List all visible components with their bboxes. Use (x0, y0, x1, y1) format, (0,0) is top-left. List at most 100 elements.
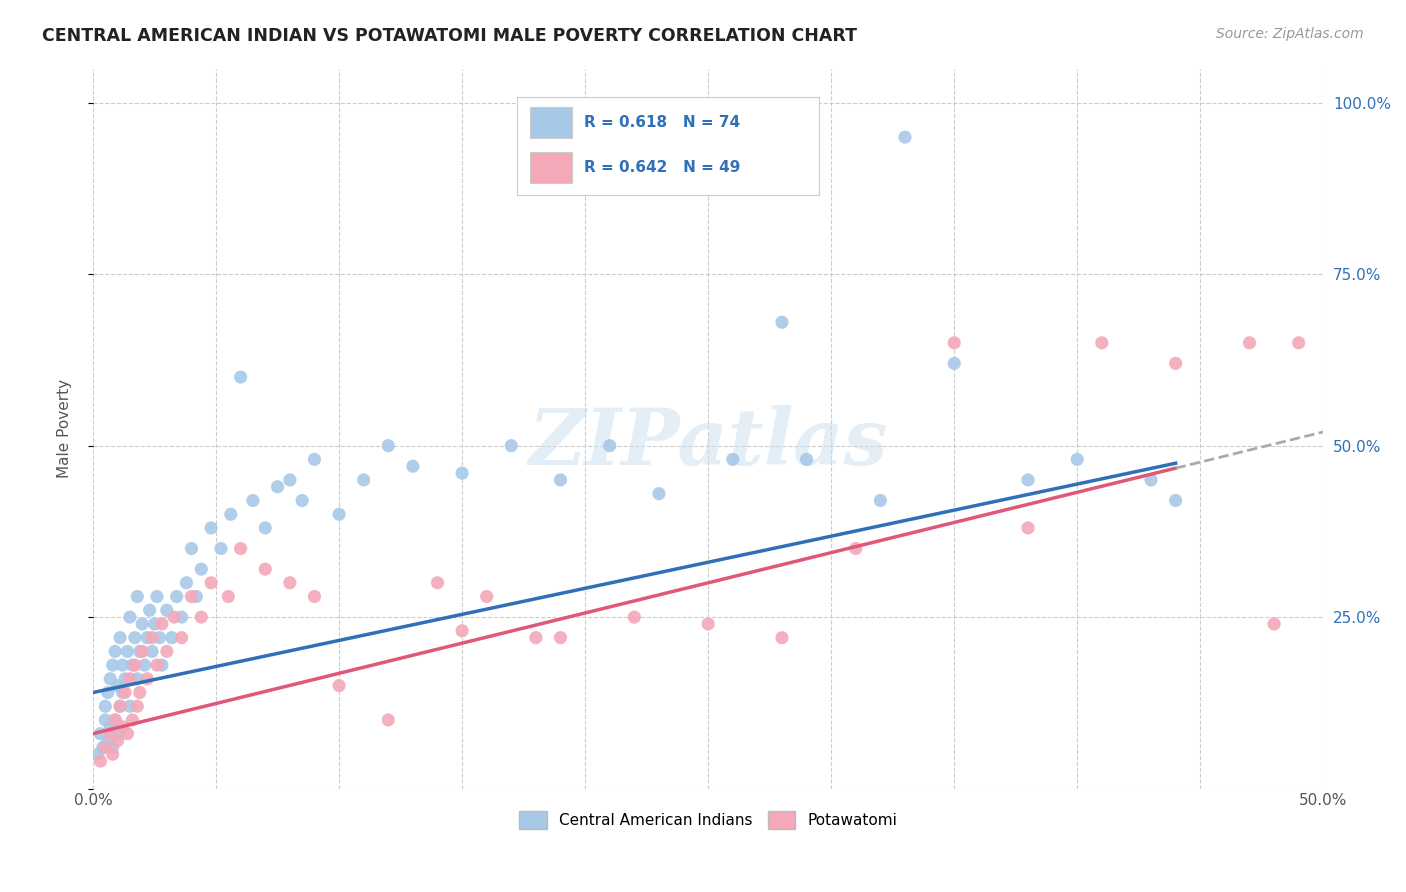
Point (304, 590, 326, 604)
Text: CENTRAL AMERICAN INDIAN VS POTAWATOMI MALE POVERTY CORRELATION CHART: CENTRAL AMERICAN INDIAN VS POTAWATOMI MA… (42, 27, 858, 45)
Point (117, 644, 139, 658)
Legend: Central American Indians, Potawatomi: Central American Indians, Potawatomi (513, 805, 903, 835)
Point (136, 672, 159, 686)
Point (648, 486, 671, 500)
Point (1164, 493, 1187, 508)
Point (136, 631, 159, 645)
Point (160, 631, 183, 645)
Point (796, 452, 818, 467)
Point (124, 631, 146, 645)
Point (1239, 335, 1261, 350)
Point (943, 335, 966, 350)
Point (89, 754, 111, 768)
Point (87, 747, 110, 762)
Point (501, 439, 523, 453)
Point (108, 631, 131, 645)
Point (599, 439, 621, 453)
Point (114, 685, 136, 699)
Point (200, 575, 222, 590)
Point (118, 672, 141, 686)
Point (128, 685, 150, 699)
Point (254, 562, 277, 576)
Point (111, 720, 134, 734)
Point (291, 493, 314, 508)
Point (127, 590, 149, 604)
Point (104, 713, 127, 727)
Point (121, 713, 143, 727)
Point (894, 130, 917, 145)
Point (104, 713, 127, 727)
Point (845, 541, 868, 556)
Point (141, 644, 163, 658)
Point (170, 631, 193, 645)
Point (190, 610, 212, 624)
Point (1164, 356, 1187, 370)
Point (524, 631, 547, 645)
Point (1288, 335, 1310, 350)
Text: Source: ZipAtlas.com: Source: ZipAtlas.com (1216, 27, 1364, 41)
Point (131, 644, 153, 658)
Point (118, 610, 141, 624)
Point (148, 631, 170, 645)
Point (209, 541, 232, 556)
Point (127, 672, 149, 686)
Y-axis label: Male Poverty: Male Poverty (58, 379, 72, 478)
Point (377, 439, 399, 453)
Point (1091, 335, 1114, 350)
Point (770, 315, 793, 329)
Point (107, 733, 129, 747)
Point (98, 720, 121, 734)
Text: ZIPatlas: ZIPatlas (529, 405, 887, 481)
Point (377, 713, 399, 727)
Point (111, 685, 134, 699)
Point (166, 590, 188, 604)
Point (101, 747, 124, 762)
Point (353, 473, 375, 487)
Point (550, 631, 572, 645)
Point (146, 658, 169, 673)
Point (101, 740, 124, 755)
Point (98, 672, 121, 686)
Point (108, 699, 131, 714)
Point (697, 616, 720, 631)
Point (1140, 473, 1163, 487)
Point (328, 507, 350, 521)
Point (128, 644, 150, 658)
Point (1017, 473, 1039, 487)
Point (124, 658, 146, 673)
Point (114, 672, 136, 686)
Point (943, 356, 966, 370)
Point (770, 631, 793, 645)
Point (118, 699, 141, 714)
Point (121, 658, 143, 673)
Point (721, 452, 744, 467)
Point (156, 603, 179, 617)
Point (426, 575, 449, 590)
Point (150, 616, 173, 631)
Point (104, 644, 127, 658)
Point (475, 590, 498, 604)
Point (869, 493, 891, 508)
Point (229, 370, 252, 384)
Point (117, 726, 139, 740)
Point (278, 473, 301, 487)
Point (242, 493, 264, 508)
Point (304, 452, 326, 467)
Point (94, 740, 117, 755)
Point (176, 575, 198, 590)
Point (150, 658, 173, 673)
Point (180, 541, 202, 556)
Point (217, 590, 239, 604)
Point (94, 699, 117, 714)
Point (98, 726, 121, 740)
Point (170, 610, 193, 624)
Point (219, 507, 242, 521)
Point (127, 699, 149, 714)
Point (200, 521, 222, 535)
Point (229, 541, 252, 556)
Point (163, 610, 186, 624)
Point (254, 521, 277, 535)
Point (131, 616, 153, 631)
Point (328, 679, 350, 693)
Point (451, 624, 474, 638)
